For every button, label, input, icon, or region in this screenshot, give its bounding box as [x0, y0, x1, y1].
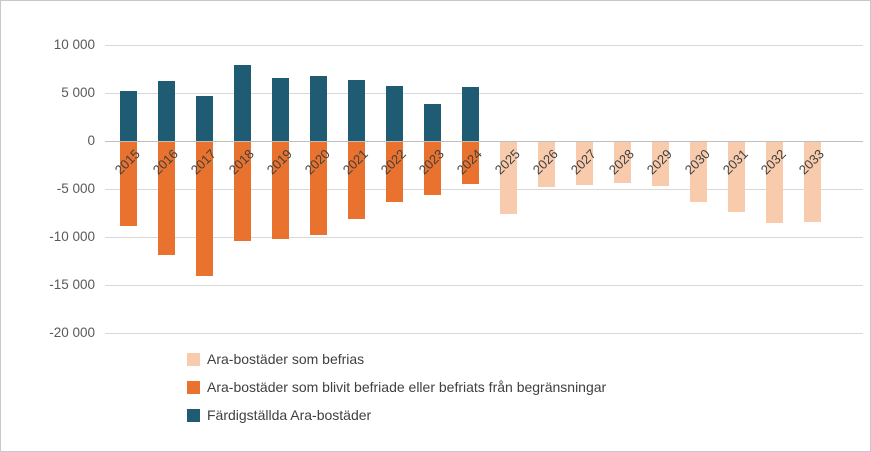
bar-series1-2016 [157, 142, 175, 256]
legend-label-fardigstallda: Färdigställda Ara-bostäder [207, 407, 372, 423]
gridline [105, 93, 863, 94]
bar-series0-2030 [689, 142, 707, 202]
y-axis-label: 10 000 [53, 37, 95, 52]
bar-series1-2018 [233, 142, 251, 241]
legend-label-blivit-befriade: Ara-bostäder som blivit befriade eller b… [207, 379, 607, 395]
bar-series1-2019 [271, 142, 289, 239]
bar-series1-2017 [195, 142, 213, 277]
legend-item-befrias: Ara-bostäder som befrias [187, 345, 606, 373]
gridline [105, 285, 863, 286]
bar-series0-2025 [499, 142, 517, 214]
bar-series0-2027 [575, 142, 593, 186]
y-axis-label: -15 000 [49, 277, 95, 292]
gridline [105, 189, 863, 190]
y-axis-label: -10 000 [49, 229, 95, 244]
bar-series2-2023 [423, 103, 441, 141]
bar-series2-2017 [195, 95, 213, 141]
bar-series0-2029 [651, 142, 669, 187]
bar-series0-2032 [765, 142, 783, 223]
legend-swatch-befrias [187, 352, 200, 366]
bar-series2-2022 [385, 86, 403, 141]
bar-series1-2023 [423, 142, 441, 195]
y-axis-label: 0 [87, 133, 95, 148]
legend-item-blivit-befriade: Ara-bostäder som blivit befriade eller b… [187, 373, 606, 401]
legend-label-befrias: Ara-bostäder som befrias [207, 351, 365, 367]
gridline [105, 237, 863, 238]
bar-series2-2024 [461, 87, 479, 141]
legend-item-fardigstallda: Färdigställda Ara-bostäder [187, 401, 606, 429]
bar-series2-2019 [271, 77, 289, 141]
bar-series0-2028 [613, 142, 631, 184]
legend-swatch-blivit-befriade [187, 380, 200, 394]
bar-series1-2021 [347, 142, 365, 219]
y-axis-label: -5 000 [56, 181, 95, 196]
bar-series2-2021 [347, 79, 365, 141]
bar-series1-2020 [309, 142, 327, 236]
bar-series1-2024 [461, 142, 479, 185]
bar-series0-2026 [537, 142, 555, 188]
bar-series2-2018 [233, 65, 251, 141]
bar-series1-2015 [119, 142, 137, 226]
bar-series0-2033 [803, 142, 821, 222]
y-axis-label: -20 000 [49, 325, 95, 340]
bar-series2-2015 [119, 91, 137, 141]
gridline [105, 333, 863, 334]
bar-series2-2020 [309, 75, 327, 141]
zero-axis-line [105, 141, 863, 142]
legend: Ara-bostäder som befrias Ara-bostäder so… [187, 345, 606, 429]
bar-series1-2022 [385, 142, 403, 203]
bar-series0-2031 [727, 142, 745, 213]
bar-series2-2016 [157, 80, 175, 141]
y-axis-label: 5 000 [61, 85, 95, 100]
legend-swatch-fardigstallda [187, 408, 200, 422]
gridline [105, 45, 863, 46]
